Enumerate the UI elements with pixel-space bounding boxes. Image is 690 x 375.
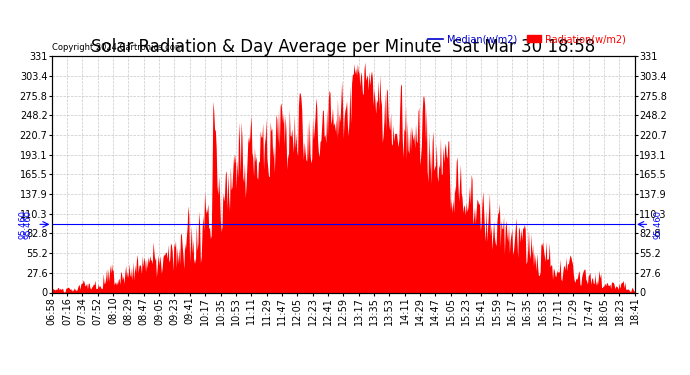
Text: 95.460: 95.460 — [24, 210, 33, 239]
Text: 95.460: 95.460 — [653, 210, 662, 239]
Legend: Median(w/m2), Radiation(w/m2): Median(w/m2), Radiation(w/m2) — [424, 30, 630, 48]
Title: Solar Radiation & Day Average per Minute  Sat Mar 30 18:58: Solar Radiation & Day Average per Minute… — [91, 38, 595, 56]
Text: 95.460: 95.460 — [18, 210, 27, 239]
Text: Copyright 2024 Cartronics.com: Copyright 2024 Cartronics.com — [52, 44, 183, 52]
